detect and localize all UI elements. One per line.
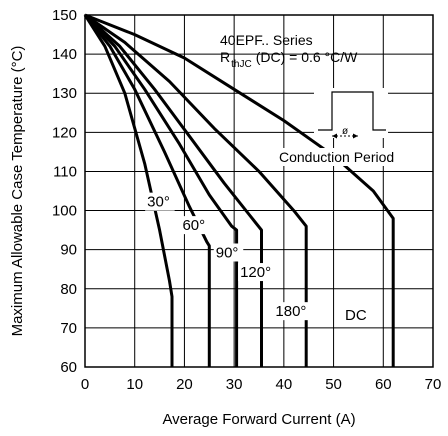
plot-frame xyxy=(84,14,434,368)
x-tick-label: 30 xyxy=(226,376,243,393)
rth-suffix: (DC) = 0.6 °C/W xyxy=(256,49,358,65)
series-label-bg xyxy=(180,216,210,235)
conduction-label-bg xyxy=(276,148,402,166)
y-tick-label: 140 xyxy=(52,46,77,63)
x-tick-label: 10 xyxy=(126,376,143,393)
x-tick-label: 20 xyxy=(176,376,193,393)
rth-subscript: thJC xyxy=(231,59,252,70)
series-line xyxy=(84,13,395,367)
series-label: 60° xyxy=(182,217,205,234)
x-tick-label: 0 xyxy=(81,376,89,393)
x-axis-title: Average Forward Current (A) xyxy=(162,411,355,428)
phi-symbol: ø xyxy=(342,126,348,137)
series-label: 30° xyxy=(147,194,170,211)
rthjc-annotation: RthJC (DC) = 0.6 °C/W xyxy=(220,49,358,70)
series-line xyxy=(83,14,211,367)
arrow-head-right xyxy=(353,133,358,139)
x-tick-label: 70 xyxy=(425,376,442,393)
rth-prefix: R xyxy=(220,49,230,65)
conduction-waveform xyxy=(318,91,386,131)
series-label: 120° xyxy=(240,264,271,281)
y-tick-label: 60 xyxy=(60,359,77,376)
series-label-bg xyxy=(213,243,244,262)
y-axis-title: Maximum Allowable Case Temperature (°C) xyxy=(9,46,26,337)
series-line xyxy=(83,13,263,367)
y-tick-label: 110 xyxy=(53,163,77,180)
x-tick-label: 60 xyxy=(375,376,392,393)
series-label-bg xyxy=(238,263,277,282)
y-tick-label: 100 xyxy=(52,203,77,220)
series-label-bg xyxy=(145,192,175,211)
arrow-head-left xyxy=(332,133,337,139)
series-line xyxy=(84,13,308,367)
y-tick-label: 80 xyxy=(60,281,77,298)
y-tick-label: 70 xyxy=(60,320,77,337)
series-line xyxy=(83,13,239,367)
conduction-period-label: Conduction Period xyxy=(279,149,394,165)
series-labels: 30° 60° 90°120° 180° DC xyxy=(145,192,367,325)
series-label: 90° xyxy=(216,244,239,261)
y-tick-label: 90 xyxy=(60,242,77,259)
series-label: 180° xyxy=(275,303,306,320)
series-lines xyxy=(83,13,395,367)
series-annotation: 40EPF.. Series xyxy=(220,32,313,48)
tick-labels: 0 10 20 30 40 50 60 70 60 70 80 90 100 110 120 130 140 15… xyxy=(52,7,441,393)
y-tick-label: 120 xyxy=(52,124,77,141)
x-tick-label: 40 xyxy=(276,376,293,393)
x-tick-label: 50 xyxy=(325,376,342,393)
series-label: DC xyxy=(345,307,367,324)
series-label-bg xyxy=(343,306,365,325)
y-tick-label: 130 xyxy=(52,85,77,102)
series-label-bg xyxy=(273,302,312,321)
y-tick-label: 150 xyxy=(52,7,77,24)
conduction-period-schematic xyxy=(314,88,388,139)
